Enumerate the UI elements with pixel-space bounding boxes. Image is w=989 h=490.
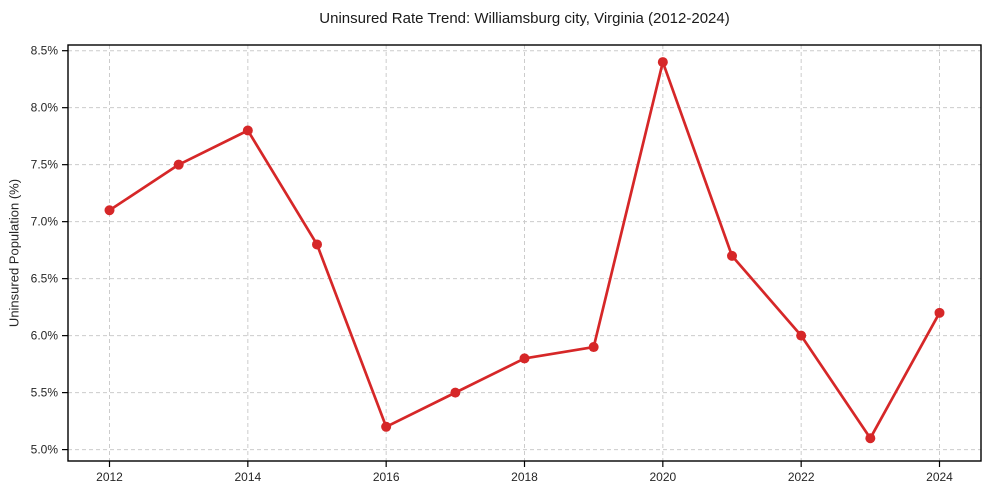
data-point-2014 [242,125,253,136]
x-tick-label: 2018 [511,470,538,484]
x-tick-label: 2022 [788,470,815,484]
y-tick-label: 5.0% [31,443,59,457]
x-tick-label: 2014 [234,470,261,484]
x-tick-label: 2012 [96,470,123,484]
data-point-2020 [657,57,668,68]
x-tick-label: 2020 [649,470,676,484]
data-point-2022 [796,330,807,341]
chart-title: Uninsured Rate Trend: Williamsburg city,… [319,10,730,27]
data-point-2017 [450,387,461,398]
data-point-2019 [588,342,599,353]
y-tick-label: 7.0% [31,215,59,229]
y-tick-label: 7.5% [31,158,59,172]
y-tick-label: 6.5% [31,272,59,286]
y-tick-label: 8.0% [31,101,59,115]
data-point-2024 [934,307,945,318]
data-point-2023 [865,433,876,444]
data-point-2012 [104,205,115,216]
x-tick-label: 2016 [373,470,400,484]
y-tick-label: 6.0% [31,329,59,343]
y-tick-label: 5.5% [31,386,59,400]
data-point-2016 [381,421,392,432]
data-point-2018 [519,353,530,364]
x-tick-label: 2024 [926,470,953,484]
data-point-2013 [173,159,184,170]
y-tick-label: 8.5% [31,44,59,58]
plot-frame [67,44,982,462]
data-point-2015 [312,239,322,250]
y-axis-label: Uninsured Population (%) [6,178,22,328]
data-point-2021 [727,250,737,261]
